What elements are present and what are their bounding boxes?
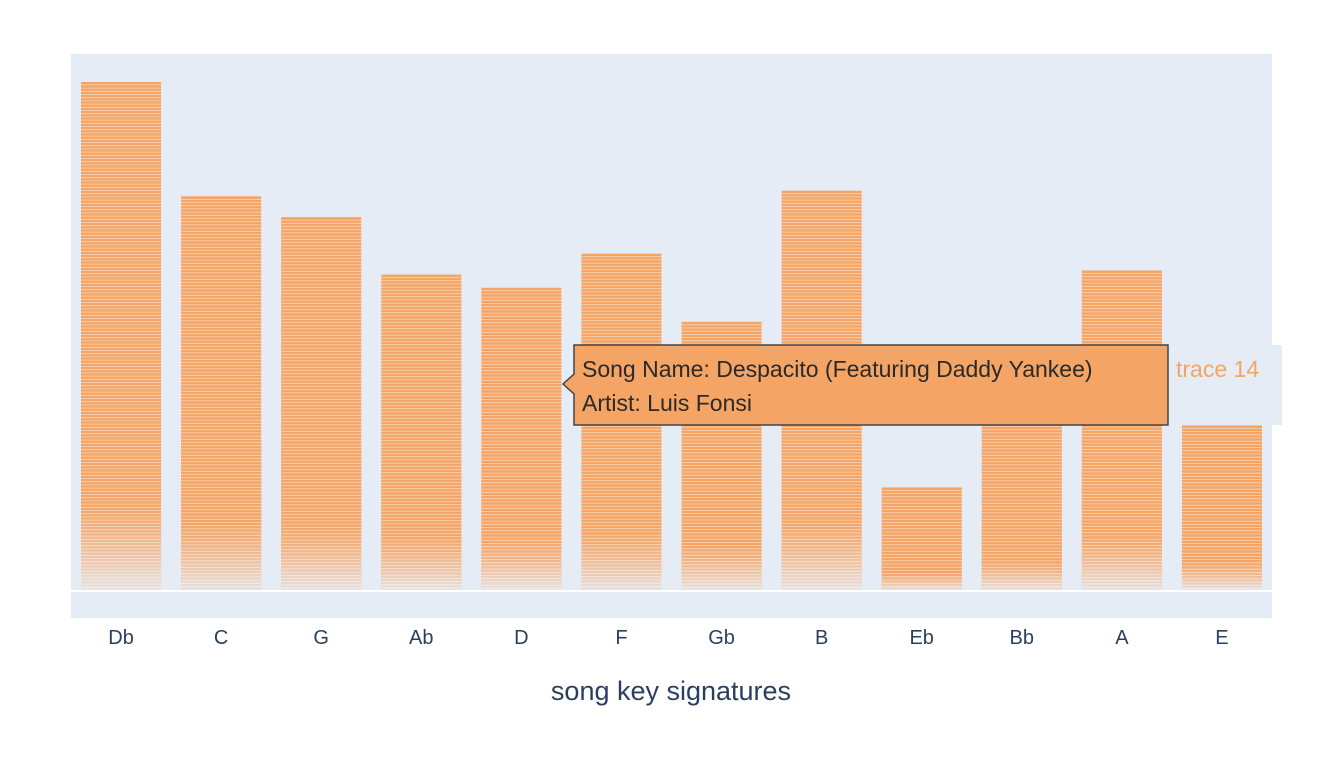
hover-trace-box bbox=[1168, 345, 1282, 425]
bar-segment-lines bbox=[281, 219, 362, 589]
hover-artist: Artist: Luis Fonsi bbox=[582, 390, 752, 416]
bar-bb[interactable] bbox=[981, 420, 1062, 591]
x-tick-labels: Db C G Ab D F Gb B Eb Bb A E bbox=[108, 627, 1228, 649]
bar-faded-segment bbox=[81, 396, 162, 591]
bar-a[interactable] bbox=[1081, 270, 1162, 591]
x-tick-label: B bbox=[815, 627, 828, 649]
bar-db[interactable] bbox=[81, 81, 162, 591]
plot-background bbox=[71, 54, 1272, 618]
hover-song-name: Song Name: Despacito (Featuring Daddy Ya… bbox=[582, 356, 1093, 382]
bar-segment-lines bbox=[881, 490, 962, 587]
bar-faded-segment bbox=[781, 438, 862, 591]
bar-c[interactable] bbox=[181, 196, 262, 591]
x-tick-label: Db bbox=[108, 627, 134, 649]
hover-trace-label: trace 14 bbox=[1176, 356, 1259, 382]
hover-box bbox=[561, 344, 1169, 426]
bar-g[interactable] bbox=[281, 217, 362, 591]
bar-faded-segment bbox=[581, 462, 662, 591]
bar-faded-segment bbox=[1181, 527, 1262, 591]
bar-segment-lines bbox=[81, 84, 162, 588]
bar-segment-lines bbox=[481, 290, 562, 589]
bar-eb[interactable] bbox=[881, 487, 962, 591]
x-tick-label: G bbox=[313, 627, 329, 649]
x-tick-label: C bbox=[214, 627, 228, 649]
bar-e[interactable] bbox=[1181, 425, 1263, 591]
bar-segment-lines bbox=[181, 198, 262, 587]
x-tick-label: Eb bbox=[909, 627, 933, 649]
x-tick-label: D bbox=[514, 627, 528, 649]
bar-faded-segment bbox=[481, 475, 562, 591]
x-tick-label: A bbox=[1115, 627, 1129, 649]
x-tick-label: F bbox=[615, 627, 627, 649]
hover-tooltip: Song Name: Despacito (Featuring Daddy Ya… bbox=[561, 344, 1282, 426]
x-tick-label: E bbox=[1215, 627, 1228, 649]
bar-faded-segment bbox=[281, 448, 362, 591]
bar-segment-lines bbox=[1181, 428, 1263, 589]
x-tick-label: Gb bbox=[708, 627, 735, 649]
bar-d[interactable] bbox=[481, 287, 562, 591]
x-tick-label: Bb bbox=[1010, 627, 1034, 649]
x-axis-title: song key signatures bbox=[551, 676, 791, 706]
bar-ab[interactable] bbox=[381, 274, 462, 591]
bar-faded-segment bbox=[181, 440, 262, 591]
x-tick-label: Ab bbox=[409, 627, 433, 649]
bar-segment-lines bbox=[381, 277, 462, 589]
